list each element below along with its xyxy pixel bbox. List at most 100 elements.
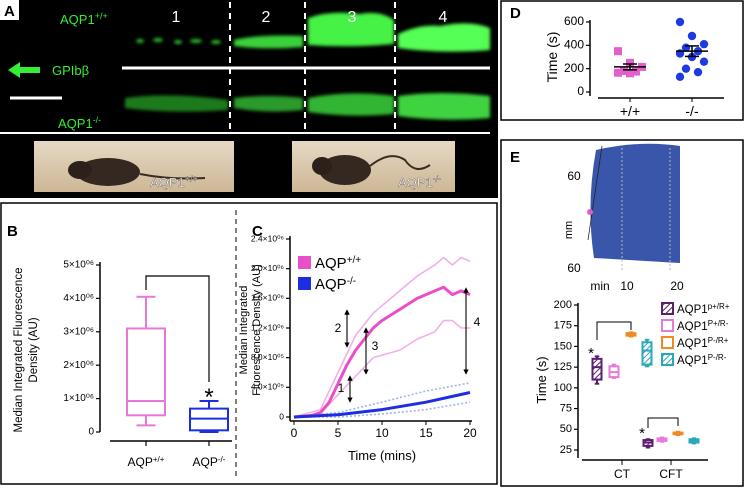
significance-bracket xyxy=(647,417,679,428)
photo-label-base: AQP1 xyxy=(150,175,185,190)
legend-swatch xyxy=(661,336,674,349)
y-tick-label: 100 xyxy=(554,382,572,394)
legend-swatch xyxy=(661,353,674,366)
y-tick-label: 1.2×10⁰⁶ xyxy=(251,322,284,332)
legend-label-sup: P-/R+ xyxy=(708,336,729,345)
point xyxy=(681,64,691,73)
x-tick-label: 0 xyxy=(291,426,298,440)
x-tick-label: CFT xyxy=(659,467,683,481)
legend-label: AQP1p+/R+ xyxy=(677,302,730,317)
y-tick-label: 4×10⁰⁶ xyxy=(63,293,94,304)
row1-seg4 xyxy=(398,23,490,52)
annotation-label: 4 xyxy=(474,315,481,329)
genotype-label-base: AQP1 xyxy=(58,116,93,131)
significance-star: * xyxy=(204,384,213,411)
photo-label: AQP1+/+ xyxy=(150,174,198,190)
image-label: 10 xyxy=(620,279,634,293)
significance-star: * xyxy=(588,345,594,362)
genotype-label: AQP1-/- xyxy=(58,115,101,131)
image-label: 60 xyxy=(567,169,581,183)
y-tick-label: 2×10⁰⁶ xyxy=(63,360,94,371)
panel-frame xyxy=(500,139,744,487)
legend-label-base: AQP xyxy=(315,276,347,293)
annotation-label: 2 xyxy=(335,321,342,335)
legend-label-sup: +/+ xyxy=(347,255,362,266)
point xyxy=(693,67,703,77)
legend-label: AQP1P-/R+ xyxy=(677,336,729,351)
x-tick-label: 15 xyxy=(419,426,433,440)
point xyxy=(632,67,640,76)
row2-seg4 xyxy=(398,93,490,120)
point xyxy=(614,68,622,77)
point xyxy=(620,67,628,75)
y-axis-title: Median Integrated xyxy=(238,286,250,375)
legend-label-base: AQP1 xyxy=(677,321,708,333)
annotation-label: 3 xyxy=(372,339,379,353)
x-tick-label: CT xyxy=(614,467,631,481)
significance-bracket xyxy=(596,321,632,340)
arrow xyxy=(8,62,40,78)
y-tick-label: 0 xyxy=(88,427,94,438)
legend-swatch xyxy=(661,302,674,315)
stage-number: 3 xyxy=(348,9,357,26)
y-tick-label: 400 xyxy=(564,38,584,52)
y-tick-label: 25 xyxy=(560,444,572,456)
y-tick-label: 1.6×10⁰⁶ xyxy=(251,293,284,303)
x-tick-label: 5 xyxy=(335,426,342,440)
x-tick-label-sup: +/+ xyxy=(153,455,165,464)
line xyxy=(293,391,471,419)
x-tick-label-sup: -/- xyxy=(218,455,226,464)
panel-label: A xyxy=(4,3,15,20)
row1-seg1 xyxy=(136,38,221,44)
box xyxy=(126,327,166,417)
mouse-photo xyxy=(292,141,455,192)
stage-number: 1 xyxy=(172,9,181,26)
photo-label-sup: -/- xyxy=(433,174,442,184)
y-tick-label: 8.0×10⁰⁵ xyxy=(251,352,284,362)
legend-label-sup: P-/R- xyxy=(708,353,727,362)
line xyxy=(293,285,471,419)
image-label: 60 xyxy=(567,261,581,275)
significance-star: * xyxy=(639,425,645,442)
panel-label: E xyxy=(510,149,520,166)
x-tick-label: 20 xyxy=(463,426,477,440)
stage-number: 4 xyxy=(439,9,448,26)
x-tick-label: 10 xyxy=(375,426,389,440)
panel-label: B xyxy=(7,223,18,240)
y-axis-title: Time (s) xyxy=(544,32,560,83)
image-label: mm xyxy=(563,221,575,239)
fluorescence xyxy=(125,12,490,120)
annotation-label: 1 xyxy=(338,381,345,395)
bound-line xyxy=(293,256,471,418)
legend-swatch xyxy=(298,277,311,290)
point xyxy=(675,72,685,82)
y-axis-title: Time (s) xyxy=(534,356,549,403)
legend-swatch xyxy=(298,256,311,269)
legend-label: AQP-/- xyxy=(315,276,356,294)
y-tick-label: 2.0×10⁰⁶ xyxy=(251,263,284,273)
y-tick-label: 200 xyxy=(554,299,572,311)
legend-label: AQP1P-/R- xyxy=(677,353,727,368)
y-tick-label: 0 xyxy=(577,84,584,98)
row2-seg2 xyxy=(234,96,303,112)
y-tick-label: 3×10⁰⁶ xyxy=(63,326,94,337)
panel-label: D xyxy=(510,5,521,22)
y-tick-label: 175 xyxy=(554,320,572,332)
y-axis-title: Fluorescence Density (AU) xyxy=(251,264,263,395)
significance-bracket xyxy=(145,275,210,382)
x-tick-label: AQP-/- xyxy=(193,455,226,470)
x-tick-label-base: AQP xyxy=(193,455,218,469)
box xyxy=(641,341,653,366)
point xyxy=(626,58,634,67)
y-axis-title: Median Integrated Fluorescence xyxy=(13,268,25,433)
photo-label-sup: +/+ xyxy=(185,174,198,184)
photo-label-base: AQP1 xyxy=(398,175,433,190)
x-axis-title: Time (mins) xyxy=(348,448,416,463)
point xyxy=(614,47,622,56)
y-tick-label: 2.4×10⁰⁶ xyxy=(251,233,284,243)
genotype-label-base: AQP1 xyxy=(60,12,95,27)
point xyxy=(699,57,709,66)
photo-label: AQP1-/- xyxy=(398,174,441,190)
label-box xyxy=(0,0,19,20)
